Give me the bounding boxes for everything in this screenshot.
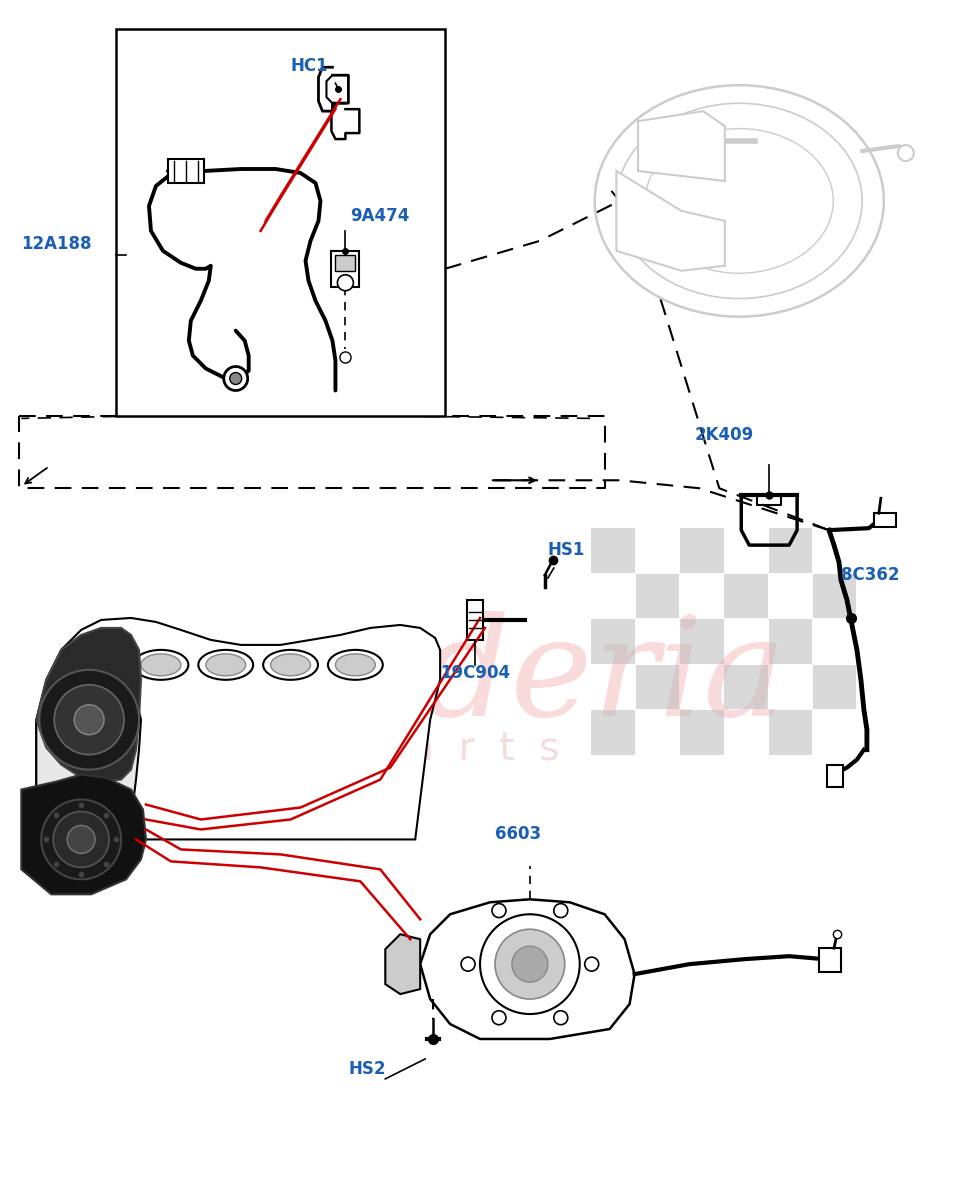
Circle shape [553,1010,567,1025]
Polygon shape [36,628,141,781]
Circle shape [584,958,598,971]
Circle shape [494,929,564,1000]
Text: HS2: HS2 [348,1060,386,1078]
Text: 19C904: 19C904 [440,664,510,682]
Bar [331,251,359,287]
Bar [724,665,767,709]
Circle shape [230,372,241,384]
Bar [466,600,483,640]
Polygon shape [638,112,724,181]
Polygon shape [615,170,724,271]
Ellipse shape [644,128,832,274]
Polygon shape [36,672,141,840]
Ellipse shape [615,103,861,299]
Text: 2K409: 2K409 [694,426,753,444]
Polygon shape [385,935,420,994]
Text: 9A474: 9A474 [350,206,409,224]
Bar [818,948,840,972]
Bar [873,514,895,527]
Ellipse shape [134,650,188,680]
Circle shape [224,366,247,390]
Ellipse shape [328,650,383,680]
Ellipse shape [205,654,245,676]
Text: 12A188: 12A188 [21,235,92,253]
Circle shape [39,670,139,769]
Bar [168,160,203,182]
Circle shape [512,946,547,982]
Bar [679,619,723,664]
Ellipse shape [270,654,310,676]
Bar [635,574,678,618]
Polygon shape [36,618,440,840]
Bar [679,528,723,572]
Ellipse shape [335,654,375,676]
Bar [335,254,355,271]
Bar [812,574,856,618]
Text: HC1: HC1 [291,58,328,76]
Bar [591,710,634,755]
Circle shape [480,914,579,1014]
Circle shape [491,1010,506,1025]
Ellipse shape [594,85,883,317]
Circle shape [460,958,475,971]
Bar [767,619,811,664]
Bar [812,665,856,709]
Bar [679,710,723,755]
Text: a  r  t  s: a r t s [410,731,559,769]
Circle shape [337,275,353,290]
Circle shape [491,904,506,918]
Circle shape [53,811,109,868]
Circle shape [67,826,95,853]
Bar [767,528,811,572]
Circle shape [897,145,913,161]
Bar [767,710,811,755]
Text: HS1: HS1 [547,541,584,559]
Bar [591,528,634,572]
Ellipse shape [263,650,318,680]
Bar [724,574,767,618]
Circle shape [553,904,567,918]
Bar [827,764,842,786]
Polygon shape [420,899,634,1039]
Circle shape [42,799,121,880]
Bar [116,29,445,416]
Text: 6603: 6603 [494,826,541,844]
Text: scuderia: scuderia [183,611,786,745]
Circle shape [54,685,124,755]
Circle shape [74,704,104,734]
Bar [635,665,678,709]
Bar [591,619,634,664]
Text: 8C362: 8C362 [840,566,898,584]
Ellipse shape [141,654,180,676]
Ellipse shape [198,650,253,680]
Polygon shape [21,774,145,894]
